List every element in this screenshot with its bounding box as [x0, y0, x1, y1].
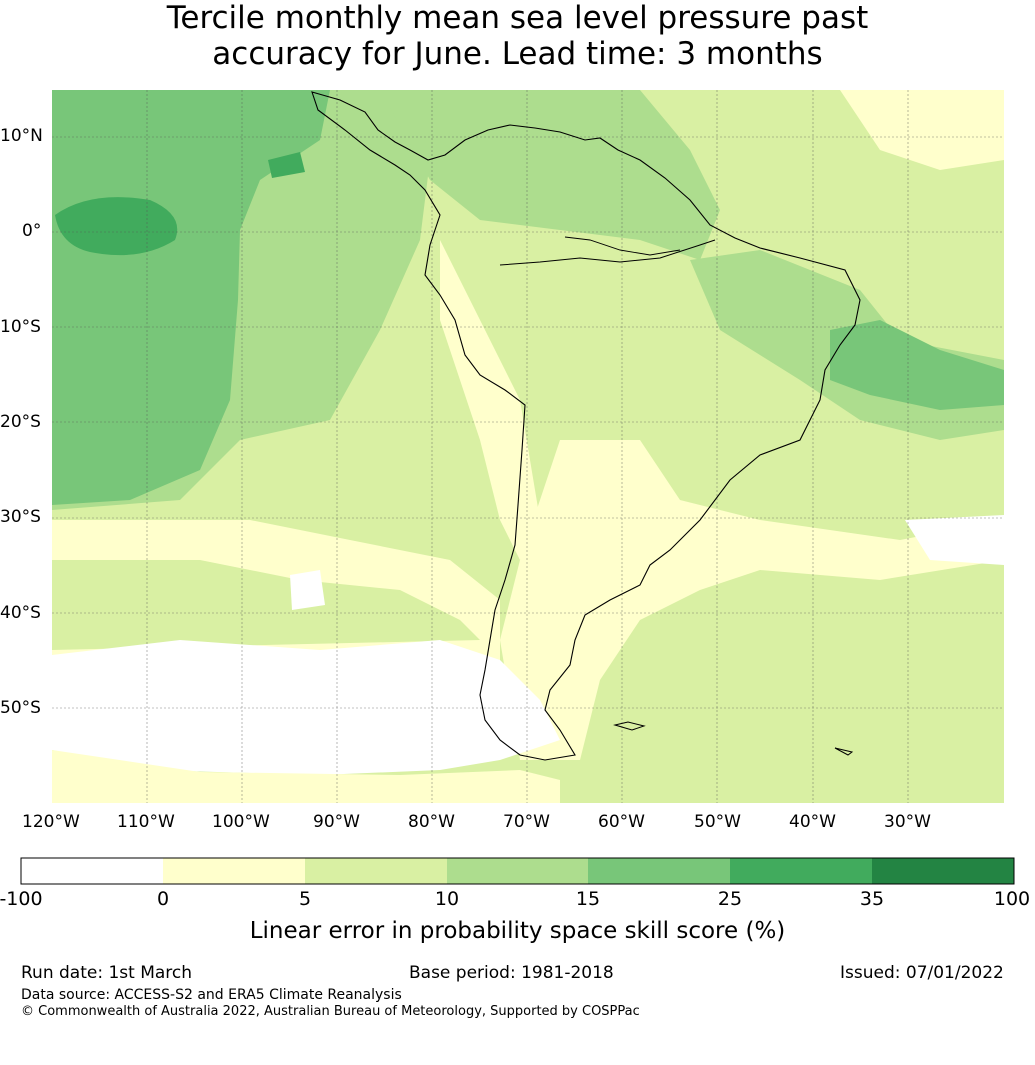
lat-label-20s: 20°S [0, 412, 41, 432]
colorbar-tick-label: 0 [156, 888, 170, 910]
field-southern-white [52, 640, 560, 775]
falklands-outline [613, 721, 646, 731]
lon-label-90w: 90°W [313, 812, 360, 832]
colorbar-tick-label: 10 [434, 888, 460, 910]
colorbar-segment-4 [447, 858, 588, 884]
lat-label-0: 0° [22, 221, 42, 241]
colorbar-tick-label: 25 [717, 888, 743, 910]
colorbar-tick-label: 15 [575, 888, 601, 910]
colorbar-segment-5 [588, 858, 730, 884]
base-period: Base period: 1981-2018 [409, 963, 614, 983]
field-southern-light [52, 750, 560, 803]
amazon-outline [499, 239, 716, 266]
colorbar-tick-label: -100 [0, 888, 43, 910]
lat-label-10n: 10°N [0, 126, 43, 146]
colorbar-label: Linear error in probability space skill … [249, 918, 786, 944]
colorbar-segment-1 [21, 858, 163, 884]
lon-label-60w: 60°W [598, 812, 645, 832]
south-america-coastline [311, 91, 861, 761]
copyright: © Commonwealth of Australia 2022, Austra… [21, 1004, 640, 1019]
chart-title-line-1: Tercile monthly mean sea level pressure … [166, 0, 869, 36]
lon-label-100w: 100°W [212, 812, 270, 832]
colorbar-tick-label: 35 [859, 888, 885, 910]
data-source: Data source: ACCESS-S2 and ERA5 Climate … [21, 987, 402, 1003]
lat-label-50s: 50°S [0, 698, 41, 718]
field-natl-light [840, 90, 1004, 170]
chart-title-line-2: accuracy for June. Lead time: 3 months [212, 36, 823, 72]
lon-label-50w: 50°W [694, 812, 741, 832]
lon-label-120w: 120°W [22, 812, 80, 832]
field-atl-white [905, 515, 1004, 565]
field-andes-light [440, 240, 540, 560]
lat-label-10s: 10°S [0, 317, 41, 337]
lon-label-40w: 40°W [789, 812, 836, 832]
issued-date: Issued: 07/01/2022 [840, 963, 1004, 983]
field-pacific-dark-2 [268, 152, 305, 178]
field-white-patch [290, 570, 325, 610]
lat-label-40s: 40°S [0, 603, 41, 623]
colorbar-outline [20, 857, 1015, 885]
skill-field [52, 90, 1004, 803]
field-pacific-dark [55, 197, 178, 256]
colorbar-segment-6 [730, 858, 872, 884]
field-pacific-mid [52, 90, 330, 505]
graticule [52, 90, 1004, 803]
lon-label-110w: 110°W [117, 812, 175, 832]
field-caribbean-green [380, 90, 720, 260]
colorbar-segment-3 [305, 858, 447, 884]
run-date: Run date: 1st March [21, 963, 193, 983]
colorbar-segment-7 [872, 858, 1014, 884]
lon-label-70w: 70°W [503, 812, 550, 832]
lon-label-30w: 30°W [884, 812, 931, 832]
south-georgia-outline [834, 747, 854, 756]
colorbar-tick-label: 100 [993, 888, 1031, 910]
colorbar-segment-2 [163, 858, 305, 884]
colorbar [20, 857, 1015, 885]
river-outline [564, 236, 681, 256]
lon-label-80w: 80°W [408, 812, 455, 832]
field-brazil-mid [830, 320, 1004, 410]
colorbar-tick-label: 5 [298, 888, 312, 910]
field-spac-pale [52, 560, 480, 650]
field-south-light [500, 440, 1004, 760]
lat-label-30s: 30°S [0, 507, 41, 527]
